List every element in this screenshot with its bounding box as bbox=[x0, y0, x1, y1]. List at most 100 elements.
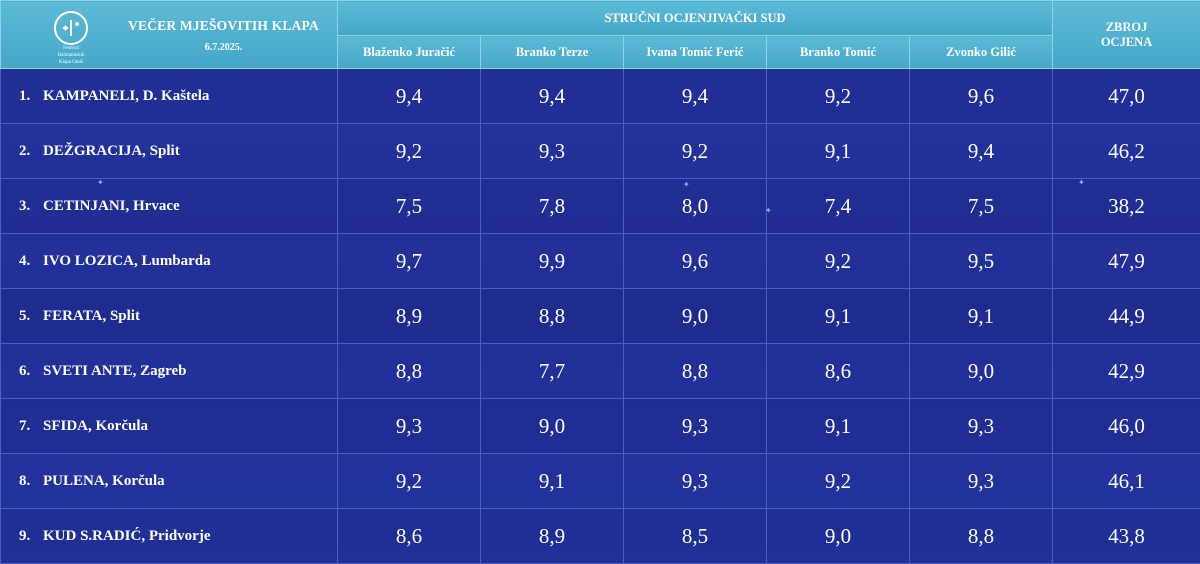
score-cell: 9,2 bbox=[766, 233, 910, 289]
event-date: 6.7.2025. bbox=[204, 42, 243, 53]
klapa-name-cell: 5. FERATA, Split bbox=[0, 288, 338, 344]
table-row: 3. CETINJANI, Hrvace 7,5 7,8 8,0 7,4 7,5 38,2 bbox=[0, 178, 1200, 234]
score-cell: 9,2 bbox=[337, 123, 481, 179]
rank-number: 2. bbox=[19, 142, 31, 159]
results-body: 1. KAMPANELI, D. Kaštela 9,4 9,4 9,4 9,2 9,6 47… bbox=[0, 68, 1200, 564]
table-row: 8. PULENA, Korčula 9,2 9,1 9,3 9,2 9,3 46,1 bbox=[0, 453, 1200, 509]
table-row: 4. IVO LOZICA, Lumbarda 9,7 9,9 9,6 9,2 9,5 47,… bbox=[0, 233, 1200, 289]
score-cell: 8,5 bbox=[623, 508, 767, 564]
klapa-name-cell: 2. DEŽGRACIJA, Split bbox=[0, 123, 338, 179]
score-cell: 9,4 bbox=[480, 68, 624, 124]
logo-text-line-3: Klapa Omiš bbox=[58, 60, 84, 65]
score-cell: 8,8 bbox=[623, 343, 767, 399]
score-cell: 9,6 bbox=[623, 233, 767, 289]
score-cell: 9,1 bbox=[766, 288, 910, 344]
logo-text-line-2: Dalmatinskih bbox=[57, 53, 85, 58]
total-header: ZBROJ OCJENA bbox=[1052, 0, 1200, 69]
score-cell: 7,4 bbox=[766, 178, 910, 234]
total-score-cell: 42,9 bbox=[1052, 343, 1200, 399]
score-cell: 8,9 bbox=[480, 508, 624, 564]
sparkle-icon: ✦ bbox=[97, 178, 104, 187]
score-cell: 9,1 bbox=[766, 398, 910, 454]
table-row: 2. DEŽGRACIJA, Split 9,2 9,3 9,2 9,1 9,4 46,2 bbox=[0, 123, 1200, 179]
score-cell: 7,7 bbox=[480, 343, 624, 399]
total-score-cell: 47,0 bbox=[1052, 68, 1200, 124]
score-cell: 9,6 bbox=[908, 68, 1054, 124]
judge-header: Branko Tomić bbox=[766, 35, 910, 69]
event-title: VEČER MJEŠOVITIH KLAPA bbox=[128, 18, 319, 33]
table-row: 5. FERATA, Split 8,9 8,8 9,0 9,1 9,1 44,9 bbox=[0, 288, 1200, 344]
score-cell: 8,8 bbox=[337, 343, 481, 399]
score-cell: 9,0 bbox=[480, 398, 624, 454]
score-cell: 9,0 bbox=[623, 288, 767, 344]
klapa-name-cell: 8. PULENA, Korčula bbox=[0, 453, 338, 509]
judge-header: Blaženko Juračić bbox=[337, 35, 481, 69]
rank-number: 5. bbox=[19, 307, 31, 324]
total-score-cell: 46,0 bbox=[1052, 398, 1200, 454]
rank-number: 7. bbox=[19, 417, 31, 434]
score-cell: 9,7 bbox=[337, 233, 481, 289]
total-score-cell: 38,2 bbox=[1052, 178, 1200, 234]
judge-header: Zvonko Gilić bbox=[908, 35, 1054, 69]
klapa-name-cell: 6. SVETI ANTE, Zagreb bbox=[0, 343, 338, 399]
table-row: 7. SFIDA, Korčula 9,3 9,0 9,3 9,1 9,3 46,0 bbox=[0, 398, 1200, 454]
total-score-cell: 46,2 bbox=[1052, 123, 1200, 179]
score-cell: 9,3 bbox=[337, 398, 481, 454]
klapa-name-cell: 7. SFIDA, Korčula bbox=[0, 398, 338, 454]
total-header-line-2: OCJENA bbox=[1100, 34, 1153, 49]
score-cell: 9,2 bbox=[623, 123, 767, 179]
klapa-name-cell: 4. IVO LOZICA, Lumbarda bbox=[0, 233, 338, 289]
score-cell: 7,8 bbox=[480, 178, 624, 234]
score-cell: 9,9 bbox=[480, 233, 624, 289]
rank-number: 8. bbox=[19, 472, 31, 489]
sparkle-icon: ✦ bbox=[683, 180, 690, 189]
score-cell: 9,3 bbox=[908, 453, 1054, 509]
table-row: 9. KUD S.RADIĆ, Pridvorje 8,6 8,9 8,5 9,0 8,8 4… bbox=[0, 508, 1200, 564]
judge-header: Branko Terze bbox=[480, 35, 624, 69]
klapa-name: IVO LOZICA, Lumbarda bbox=[43, 252, 211, 269]
festival-logo: Festival Dalmatinskih Klapa Omiš bbox=[45, 11, 97, 66]
klapa-name: KAMPANELI, D. Kaštela bbox=[43, 87, 210, 104]
score-cell: 9,2 bbox=[766, 68, 910, 124]
score-cell: 9,3 bbox=[480, 123, 624, 179]
klapa-name: SFIDA, Korčula bbox=[43, 417, 148, 434]
score-cell: 8,6 bbox=[766, 343, 910, 399]
total-score-cell: 46,1 bbox=[1052, 453, 1200, 509]
rank-number: 9. bbox=[19, 527, 31, 544]
score-cell: 8,8 bbox=[908, 508, 1054, 564]
rank-number: 3. bbox=[19, 197, 31, 214]
score-cell: 9,3 bbox=[908, 398, 1054, 454]
score-cell: 9,2 bbox=[337, 453, 481, 509]
rank-number: 4. bbox=[19, 252, 31, 269]
total-header-line-1: ZBROJ bbox=[1105, 19, 1148, 34]
total-score-cell: 47,9 bbox=[1052, 233, 1200, 289]
klapa-name-cell: 1. KAMPANELI, D. Kaštela bbox=[0, 68, 338, 124]
score-cell: 9,5 bbox=[908, 233, 1054, 289]
score-cell: 9,1 bbox=[908, 288, 1054, 344]
event-header: Festival Dalmatinskih Klapa Omiš VEČER M… bbox=[0, 0, 338, 69]
score-cell: 7,5 bbox=[337, 178, 481, 234]
score-cell: 9,3 bbox=[623, 453, 767, 509]
score-cell: 9,1 bbox=[766, 123, 910, 179]
jury-title: STRUČNI OCJENJIVAČKI SUD bbox=[336, 0, 1054, 36]
logo-text-line-1: Festival bbox=[63, 46, 79, 51]
klapa-name: FERATA, Split bbox=[43, 307, 140, 324]
klapa-name: PULENA, Korčula bbox=[43, 472, 165, 489]
score-cell: 9,2 bbox=[766, 453, 910, 509]
klapa-name: SVETI ANTE, Zagreb bbox=[43, 362, 187, 379]
table-row: 1. KAMPANELI, D. Kaštela 9,4 9,4 9,4 9,2 9,6 47… bbox=[0, 68, 1200, 124]
sparkle-icon: ✦ bbox=[765, 206, 772, 215]
score-cell: 8,6 bbox=[337, 508, 481, 564]
score-cell: 9,4 bbox=[908, 123, 1054, 179]
score-cell: 9,0 bbox=[766, 508, 910, 564]
total-score-cell: 43,8 bbox=[1052, 508, 1200, 564]
klapa-name: KUD S.RADIĆ, Pridvorje bbox=[43, 527, 211, 544]
judge-header: Ivana Tomić Ferić bbox=[623, 35, 767, 69]
score-cell: 9,3 bbox=[623, 398, 767, 454]
score-cell: 8,8 bbox=[480, 288, 624, 344]
klapa-name: DEŽGRACIJA, Split bbox=[43, 142, 180, 159]
score-cell: 9,0 bbox=[908, 343, 1054, 399]
klapa-name-cell: 3. CETINJANI, Hrvace bbox=[0, 178, 338, 234]
